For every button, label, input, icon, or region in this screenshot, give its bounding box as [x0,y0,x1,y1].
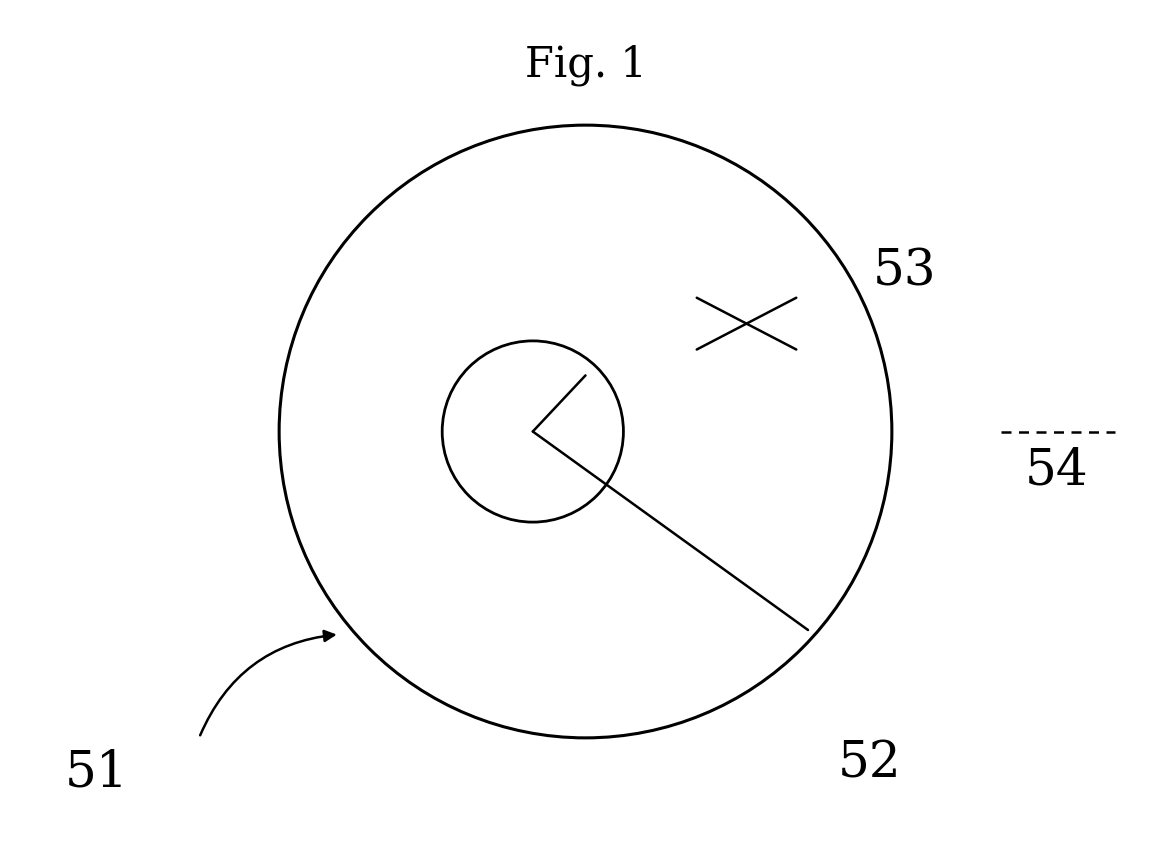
Text: 51: 51 [64,747,128,797]
Text: 52: 52 [837,739,900,789]
Text: 53: 53 [872,247,936,297]
Text: Fig. 1: Fig. 1 [525,44,646,85]
Text: 54: 54 [1025,445,1088,495]
